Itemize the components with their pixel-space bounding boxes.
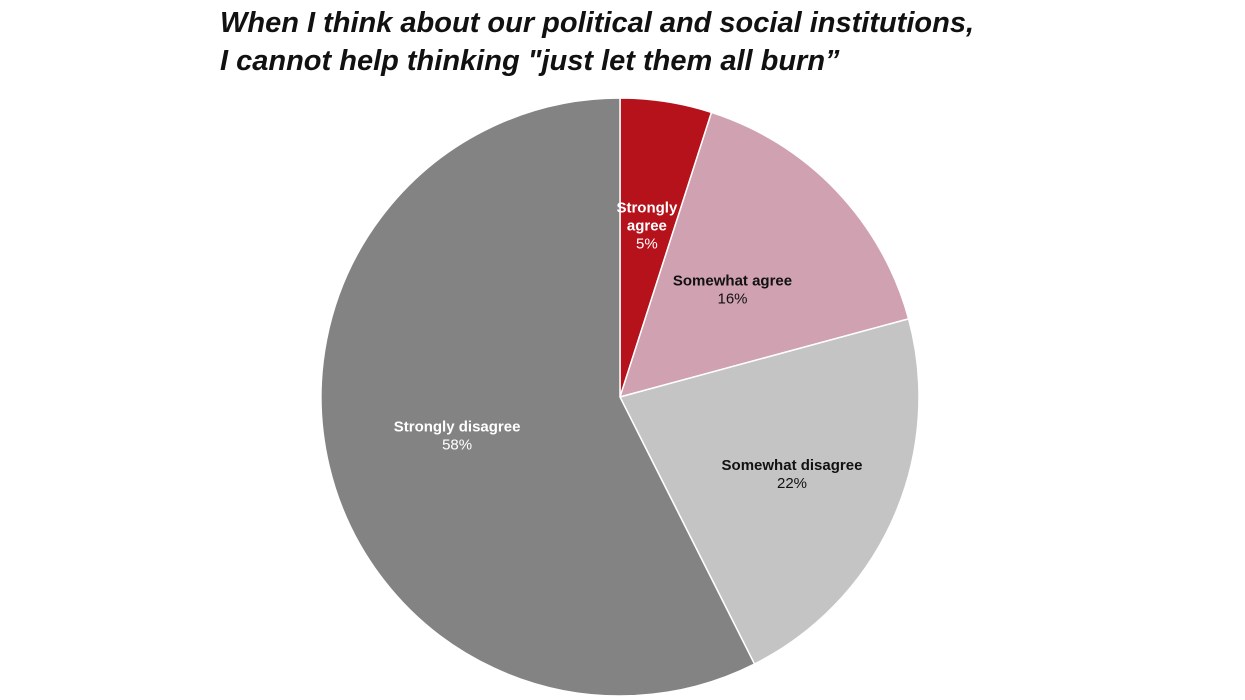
slice-category-label: Somewhat disagree	[722, 457, 863, 474]
slice-value-label: 58%	[442, 437, 472, 454]
slice-label-strongly-agree: Strongly agree 5%	[616, 200, 677, 253]
pie-labels: Strongly agree 5%Somewhat agree 16%Somewhat…	[394, 200, 863, 492]
pie-slice-somewhat-agree	[619, 111, 910, 398]
chart-title: When I think about our political and soc…	[220, 4, 1220, 80]
pie-slice-strongly-disagree	[320, 97, 756, 697]
pie-slice-somewhat-disagree	[619, 318, 920, 665]
slice-category-label: Somewhat agree	[673, 273, 792, 290]
slice-category-label: Strongly	[616, 200, 677, 217]
slice-value-label: 22%	[777, 475, 807, 492]
slice-value-label: 5%	[636, 236, 658, 253]
slice-label-strongly-disagree: Strongly disagree 58%	[394, 419, 521, 454]
slice-category-label: agree	[627, 218, 667, 235]
pie-slices	[320, 97, 920, 697]
chart-title-line-1: When I think about our political and soc…	[220, 7, 975, 39]
slice-label-somewhat-agree: Somewhat agree 16%	[673, 273, 792, 308]
slice-category-label: Strongly disagree	[394, 419, 521, 436]
slice-value-label: 16%	[717, 291, 747, 308]
slice-label-somewhat-disagree: Somewhat disagree 22%	[722, 457, 863, 492]
chart-title-line-2: I cannot help thinking "just let them al…	[220, 45, 840, 77]
